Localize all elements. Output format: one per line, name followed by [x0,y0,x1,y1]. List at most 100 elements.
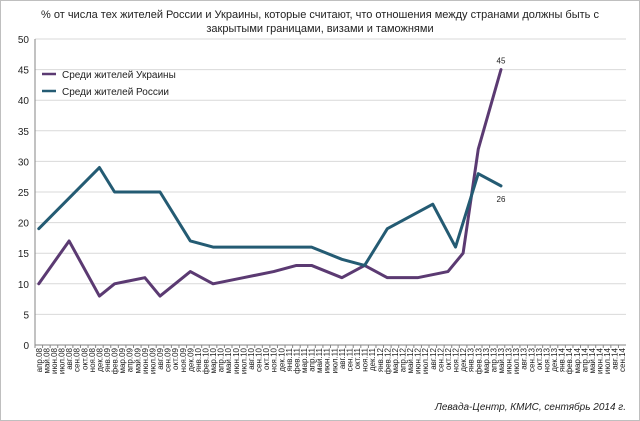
x-tick-label: май.14 [588,347,597,373]
x-tick-label: янв.11 [285,347,294,371]
x-tick-label: июн.12 [414,347,423,374]
source-note: Левада-Центр, КМИС, сентябрь 2014 г. [434,401,626,413]
x-tick-label: фев.13 [474,347,483,374]
x-tick-label: сен.11 [345,347,354,371]
x-tick-label: фев.10 [201,347,210,374]
x-tick-label: май.13 [497,347,506,373]
chart-title-line-1: % от числа тех жителей России и Украины,… [41,9,599,21]
series-lines [37,68,503,298]
x-tick-label: июн.13 [505,347,514,374]
y-tick-label: 40 [18,96,30,107]
x-tick-label: янв.13 [467,347,476,372]
x-axis: апр.08май.08июн.08июл.08авг.08сен.08окт.… [34,344,627,374]
x-tick-label: янв.10 [194,347,203,372]
x-tick-label: дек.11 [368,347,377,371]
x-tick-label: дек.12 [459,347,468,371]
chart-title-line-2: закрытыми границами, визами и таможнями [206,23,433,35]
x-tick-label: ноя.11 [361,347,370,371]
x-tick-label: июл.10 [239,347,248,374]
x-tick-label: сен.14 [618,347,627,372]
x-tick-label: мар.13 [482,347,491,373]
x-tick-label: май.12 [406,347,415,373]
x-tick-label: май.09 [133,347,142,373]
x-tick-label: янв.12 [376,347,385,372]
x-tick-label: фев.14 [565,347,574,374]
x-tick-label: сен.12 [436,347,445,372]
y-tick-label: 50 [18,35,30,46]
x-tick-label: июл.08 [58,347,67,374]
x-tick-label: июл.12 [421,347,430,374]
series-line-russia [37,166,503,267]
x-tick-label: апр.12 [398,347,407,372]
y-tick-label: 0 [23,341,29,352]
x-tick-label: авг.12 [429,347,438,369]
y-tick-label: 5 [23,310,29,321]
series-line-ukraine [37,68,503,298]
end-data-label-ukraine: 45 [497,57,506,66]
x-tick-label: ноя.09 [179,347,188,372]
x-tick-label: мар.14 [573,347,582,373]
x-tick-label: июн.10 [232,347,241,374]
x-tick-label: апр.10 [217,347,226,372]
x-tick-label: июл.13 [512,347,521,374]
x-tick-label: июн.11 [323,347,332,373]
x-tick-label: июл.14 [603,347,612,374]
x-tick-label: июн.09 [141,347,150,374]
data-labels: 45 26 [497,57,506,204]
x-tick-label: авг.08 [65,347,74,369]
x-tick-label: окт.12 [444,347,453,369]
x-tick-label: апр.14 [580,347,589,372]
x-tick-label: янв.09 [103,347,112,372]
x-tick-label: мар.12 [391,347,400,373]
x-tick-label: апр.13 [489,347,498,372]
y-axis: 0 5 10 15 20 25 30 35 40 45 50 [18,35,36,352]
legend-label-russia: Среди жителей России [62,87,169,98]
x-tick-label: окт.11 [353,347,362,369]
x-tick-label: дек.08 [95,347,104,371]
y-tick-label: 25 [18,188,30,199]
x-tick-label: май.11 [315,347,324,372]
x-tick-label: авг.14 [611,347,620,369]
x-tick-label: июл.11 [330,347,339,373]
x-tick-label: сен.13 [527,347,536,372]
y-tick-label: 30 [18,157,30,168]
x-tick-label: фев.11 [292,347,301,373]
x-tick-label: июн.08 [50,347,59,374]
x-tick-label: дек.13 [550,347,559,371]
x-tick-label: окт.09 [171,347,180,369]
x-tick-label: авг.09 [156,347,165,369]
x-tick-label: май.08 [42,347,51,373]
x-tick-label: мар.10 [209,347,218,373]
x-tick-label: ноя.12 [452,347,461,372]
x-tick-label: сен.09 [164,347,173,372]
x-tick-label: апр.09 [126,347,135,372]
x-tick-label: сен.10 [255,347,264,372]
x-tick-label: авг.11 [338,347,347,369]
x-tick-label: мар.09 [118,347,127,373]
legend-label-ukraine: Среди жителей Украины [62,70,176,81]
x-tick-label: ноя.10 [270,347,279,372]
x-tick-label: ноя.13 [542,347,551,372]
y-tick-label: 45 [18,66,30,77]
y-tick-label: 20 [18,219,30,230]
x-tick-label: фев.09 [111,347,120,374]
x-tick-label: дек.10 [277,347,286,371]
x-tick-label: янв.14 [558,347,567,372]
end-data-label-russia: 26 [497,195,506,204]
x-tick-label: июн.14 [595,347,604,374]
x-tick-label: фев.12 [383,347,392,374]
y-tick-label: 15 [18,249,30,260]
x-tick-label: мар.11 [300,347,309,372]
x-tick-label: апр.11 [308,347,317,371]
x-tick-label: окт.10 [262,347,271,369]
y-tick-label: 35 [18,127,30,138]
x-tick-label: окт.08 [80,347,89,369]
x-tick-label: авг.10 [247,347,256,369]
x-tick-label: апр.08 [35,347,44,372]
x-tick-label: май.10 [224,347,233,373]
legend: Среди жителей Украины Среди жителей Росс… [42,70,176,98]
x-tick-label: авг.13 [520,347,529,369]
x-tick-label: июл.09 [148,347,157,374]
